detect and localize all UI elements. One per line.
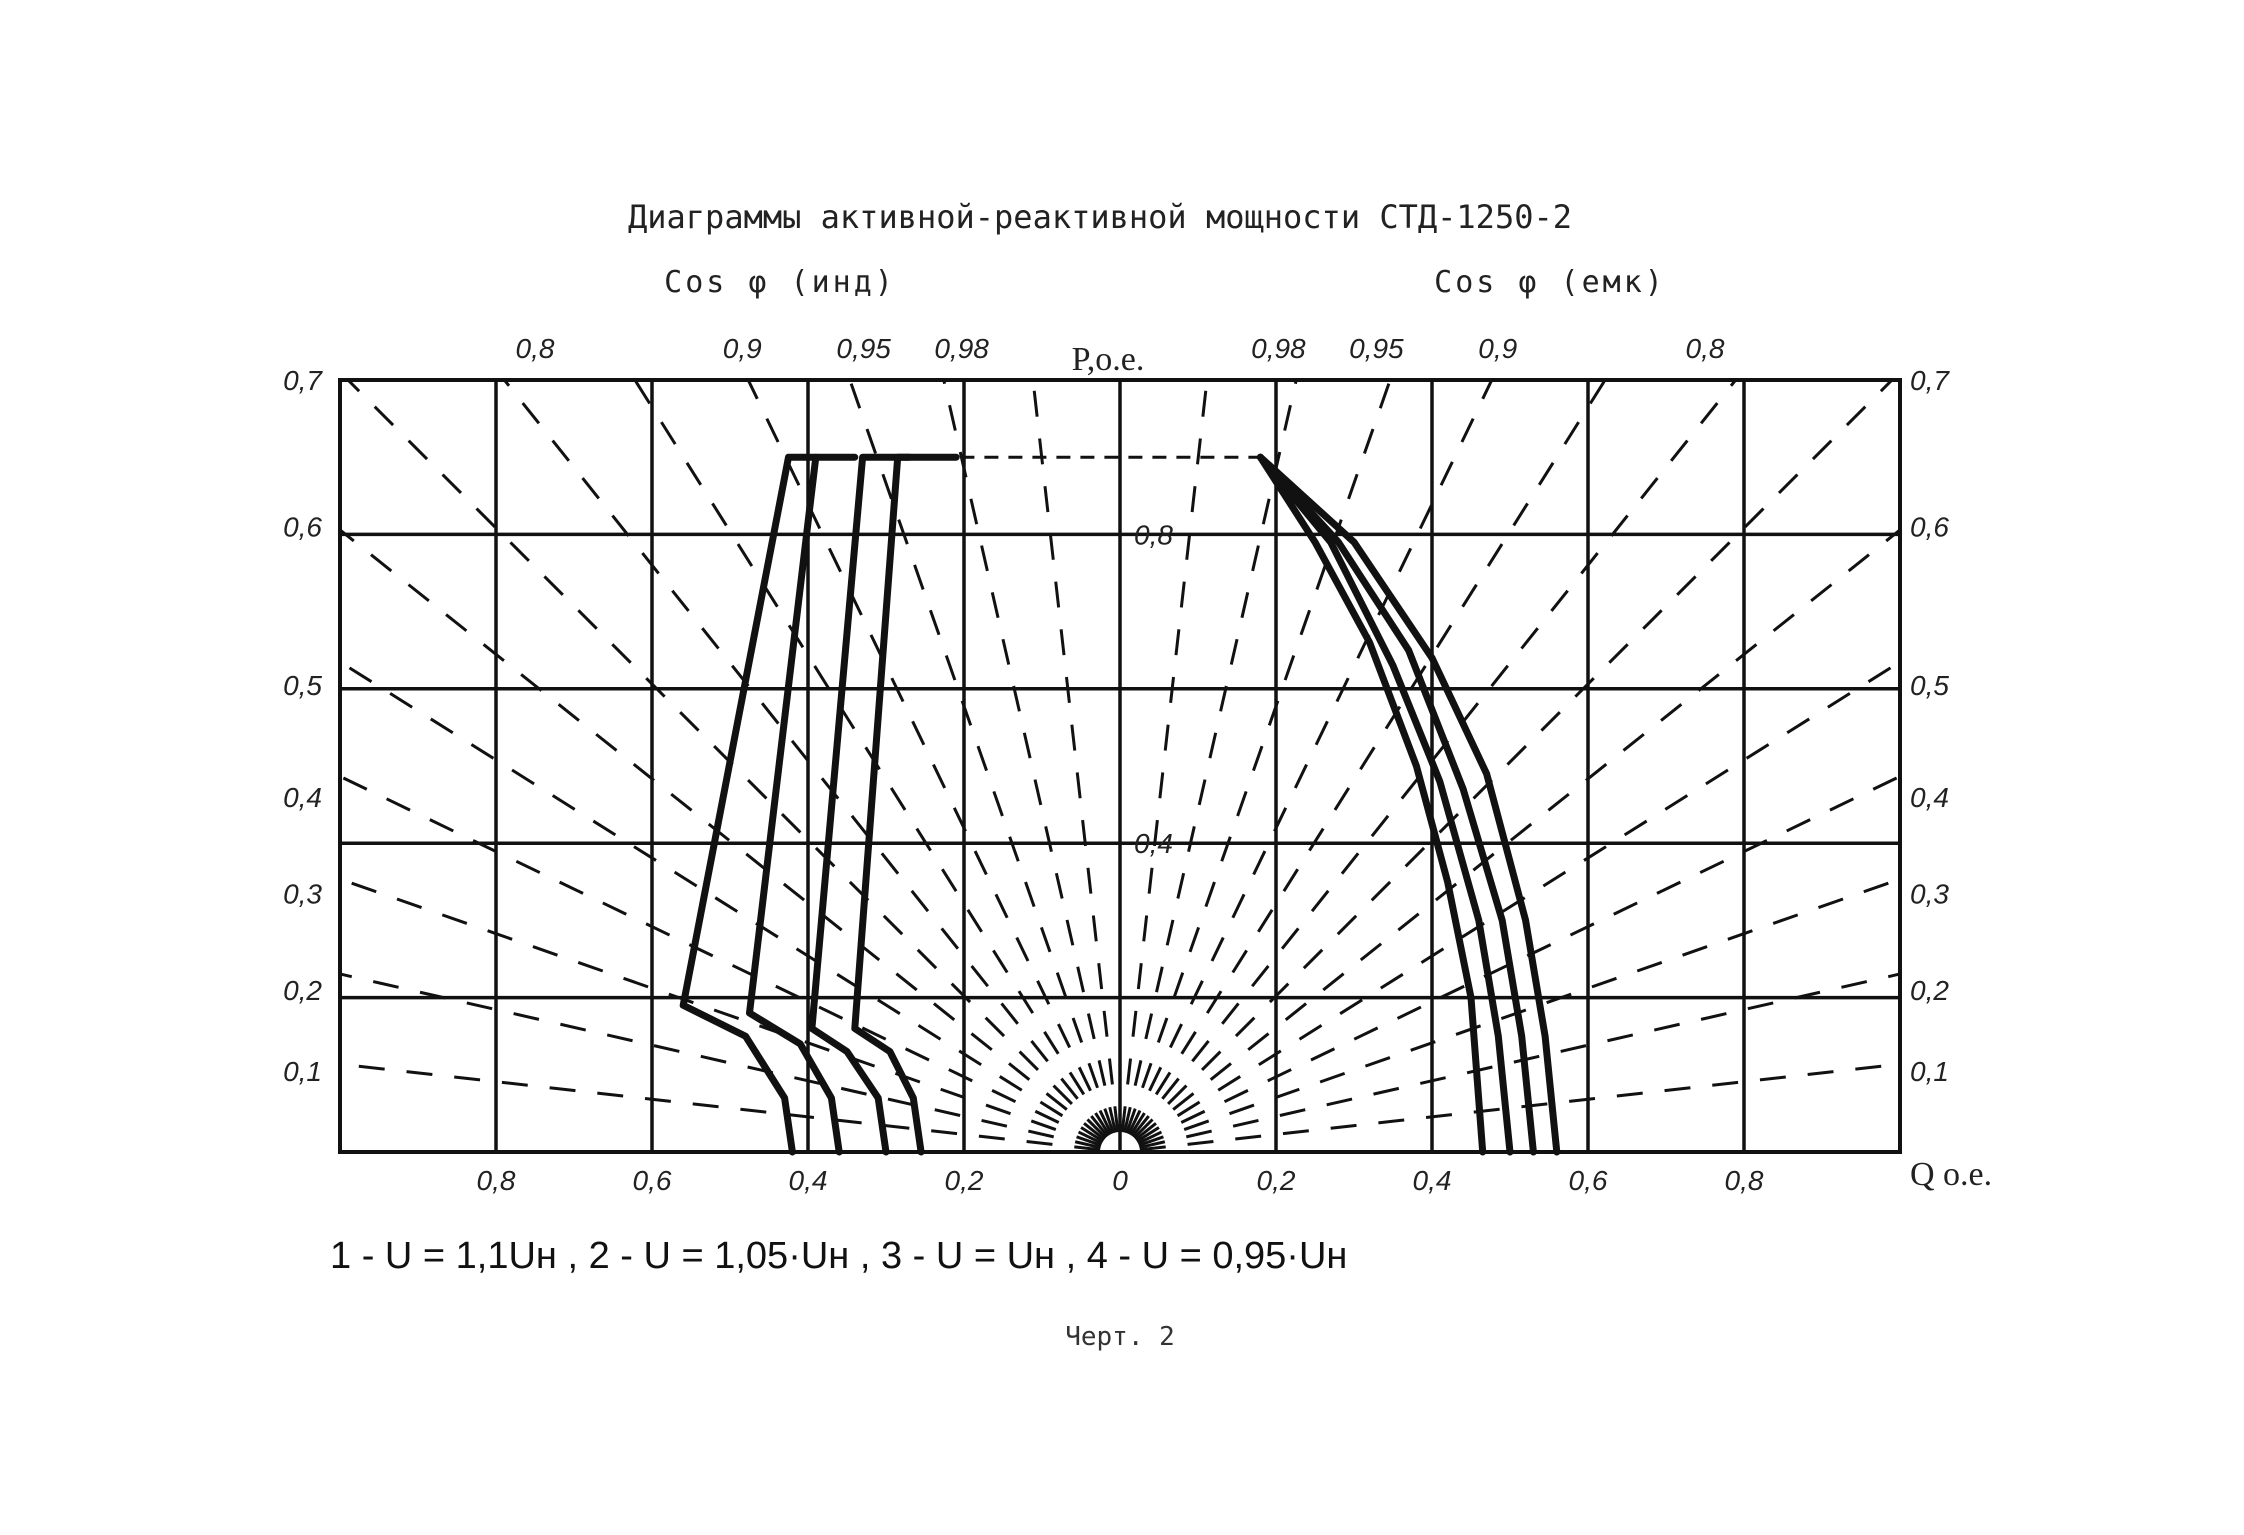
- cos-phi-ray: [1120, 379, 1209, 1133]
- cos-phi-ray: [1137, 775, 1901, 1145]
- y-axis-label: P,о.е.: [1072, 341, 1145, 378]
- legend: 1 - U = 1,1Uн , 2 - U = 1,05·Uн , 3 - U …: [330, 1235, 1347, 1277]
- cos-phi-ray: [346, 378, 1107, 1139]
- caption: Черт. 2: [1065, 1322, 1175, 1352]
- side-label-left: 0,6: [283, 512, 322, 543]
- cos-label-capacitive: 0,9: [1478, 333, 1517, 364]
- x-axis-label: Q о.е.: [1910, 1156, 1992, 1193]
- series-curve-1: [679, 453, 820, 1156]
- side-label-left: 0,4: [283, 782, 322, 813]
- p-axis-label: 0,4: [1134, 828, 1173, 859]
- cos-phi-ray: [1139, 972, 1901, 1150]
- cos-label-inductive: 0,95: [836, 333, 891, 364]
- cos-phi-ray: [848, 379, 1115, 1134]
- series-curve-4: [851, 453, 960, 1156]
- tick-labels: 0,8 0,9 0,95 0,98 0,98 0,95 0,9 0,8 0,8 0,6 0,4 0,2…: [283, 333, 1950, 1196]
- series-curve-3: [808, 453, 913, 1156]
- series-curve-2: [746, 453, 859, 1156]
- cos-phi-ray: [339, 877, 1102, 1147]
- cos-phi-ray: [1134, 528, 1901, 1141]
- side-label-right: 0,5: [1910, 670, 1949, 701]
- cos-phi-ray: [339, 972, 1101, 1150]
- cos-phi-ray: [339, 660, 1104, 1143]
- cos-phi-ray: [503, 379, 1109, 1138]
- side-label-left: 0,7: [283, 365, 323, 396]
- cos-label-inductive: 0,9: [723, 333, 762, 364]
- cos-phi-ray: [1125, 379, 1392, 1134]
- x-tick-label: 0,8: [1725, 1165, 1764, 1196]
- cos-phi-ray: [1127, 379, 1494, 1135]
- x-tick-label: 0,4: [1413, 1165, 1452, 1196]
- side-label-right: 0,2: [1910, 975, 1949, 1006]
- x-tick-label: 0,4: [789, 1165, 828, 1196]
- cos-label-capacitive: 0,95: [1349, 333, 1404, 364]
- series-curve-2: [1256, 453, 1514, 1156]
- side-label-left: 0,3: [283, 878, 322, 909]
- x-tick-label: 0,6: [1569, 1165, 1608, 1196]
- series-curve-1: [1256, 453, 1487, 1156]
- cos-phi-ray: [942, 379, 1118, 1133]
- cos-phi-ray: [746, 379, 1113, 1135]
- x-tick-label: 0,6: [633, 1165, 672, 1196]
- header-cos-capacitive: Cos φ (емк): [1434, 265, 1666, 300]
- cos-label-capacitive: 0,8: [1686, 333, 1725, 364]
- x-tick-label: 0,2: [945, 1165, 984, 1196]
- cos-phi-ray: [1139, 1062, 1901, 1152]
- series-curves: [679, 453, 1561, 1156]
- cos-label-capacitive: 0,98: [1251, 333, 1306, 364]
- side-label-right: 0,3: [1910, 878, 1949, 909]
- cos-label-inductive: 0,98: [934, 333, 989, 364]
- cos-phi-ray: [339, 775, 1103, 1145]
- x-tick-label: 0,2: [1257, 1165, 1296, 1196]
- cos-phi-ray: [1129, 379, 1607, 1136]
- cos-phi-ray: [1122, 379, 1298, 1133]
- side-label-right: 0,4: [1910, 782, 1949, 813]
- cos-phi-ray: [1133, 378, 1894, 1139]
- x-tick-label: 0,8: [477, 1165, 516, 1196]
- header-cos-inductive: Cos φ (инд): [664, 265, 896, 300]
- side-label-right: 0,6: [1910, 512, 1949, 543]
- side-label-left: 0,1: [283, 1056, 322, 1087]
- cos-phi-ray: [339, 528, 1106, 1141]
- side-label-right: 0,7: [1910, 365, 1950, 396]
- series-curve-3: [1256, 453, 1537, 1156]
- cos-phi-ray: [339, 1062, 1101, 1152]
- cos-phi-ray: [1031, 379, 1120, 1133]
- x-tick-label: 0: [1112, 1165, 1128, 1196]
- series-curve-4: [1256, 453, 1561, 1156]
- chart-title: Диаграммы активной-реактивной мощности С…: [628, 198, 1572, 236]
- cos-label-inductive: 0,8: [516, 333, 555, 364]
- side-label-left: 0,5: [283, 670, 322, 701]
- side-label-right: 0,1: [1910, 1056, 1949, 1087]
- side-label-left: 0,2: [283, 975, 322, 1006]
- p-axis-label: 0,8: [1134, 519, 1173, 550]
